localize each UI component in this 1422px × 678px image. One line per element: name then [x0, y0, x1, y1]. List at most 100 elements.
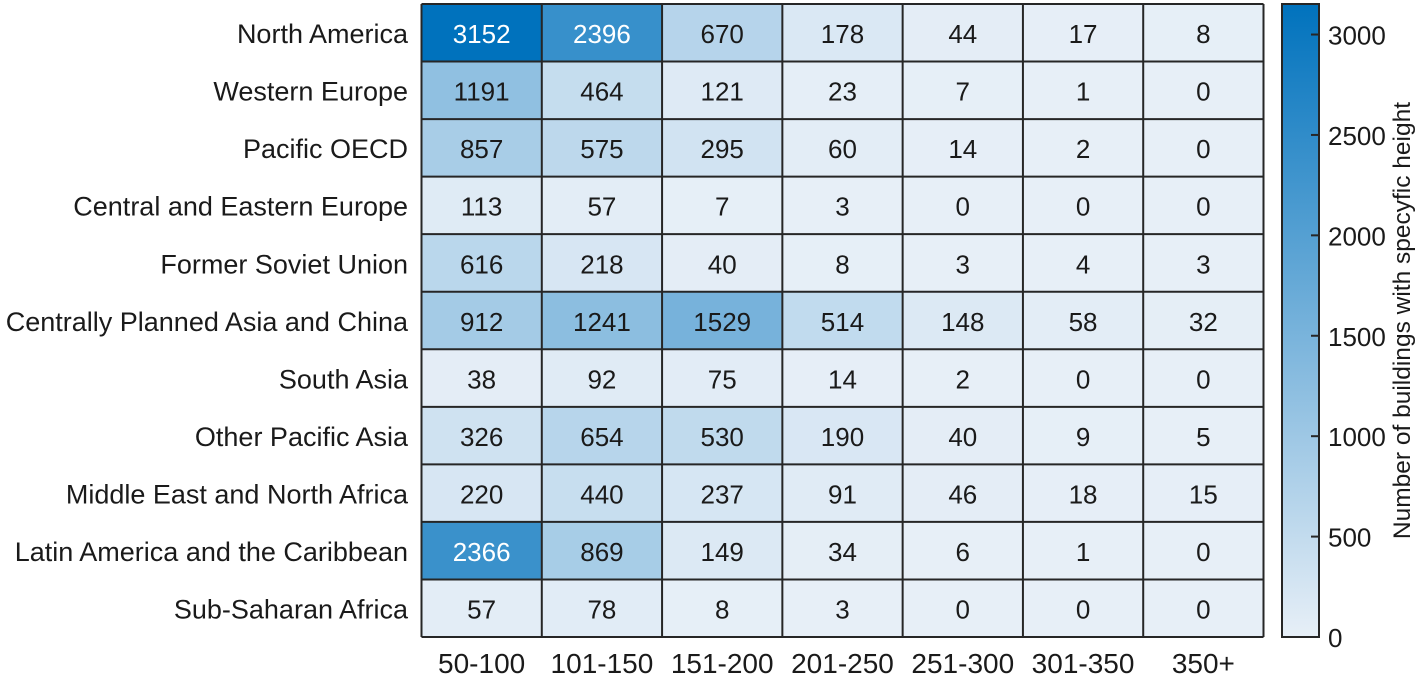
svg-text:9: 9 — [1076, 422, 1090, 452]
svg-text:Western Europe: Western Europe — [213, 77, 408, 107]
svg-text:500: 500 — [1328, 523, 1371, 553]
svg-text:301-350: 301-350 — [1032, 648, 1135, 678]
svg-text:1: 1 — [1076, 77, 1090, 107]
svg-text:32: 32 — [1189, 307, 1218, 337]
svg-text:57: 57 — [587, 192, 616, 222]
svg-text:654: 654 — [580, 422, 623, 452]
svg-text:151-200: 151-200 — [671, 648, 774, 678]
svg-text:2500: 2500 — [1328, 121, 1386, 151]
svg-text:4: 4 — [1076, 249, 1090, 279]
svg-text:91: 91 — [828, 479, 857, 509]
svg-text:8: 8 — [715, 595, 729, 625]
svg-text:46: 46 — [948, 479, 977, 509]
svg-text:3: 3 — [1196, 249, 1210, 279]
svg-text:1000: 1000 — [1328, 422, 1386, 452]
svg-text:14: 14 — [948, 134, 977, 164]
svg-text:514: 514 — [821, 307, 864, 337]
svg-text:34: 34 — [828, 537, 857, 567]
svg-text:670: 670 — [701, 19, 744, 49]
svg-text:Pacific OECD: Pacific OECD — [243, 134, 408, 164]
svg-text:0: 0 — [1196, 537, 1210, 567]
svg-text:78: 78 — [587, 595, 616, 625]
svg-text:2: 2 — [1076, 134, 1090, 164]
svg-text:0: 0 — [1196, 595, 1210, 625]
svg-text:Other Pacific Asia: Other Pacific Asia — [195, 422, 409, 452]
svg-text:0: 0 — [1196, 134, 1210, 164]
svg-text:Former Soviet Union: Former Soviet Union — [160, 249, 408, 279]
svg-text:44: 44 — [948, 19, 977, 49]
svg-text:857: 857 — [460, 134, 503, 164]
svg-text:0: 0 — [1196, 77, 1210, 107]
svg-text:1500: 1500 — [1328, 322, 1386, 352]
svg-text:15: 15 — [1189, 479, 1218, 509]
svg-text:7: 7 — [715, 192, 729, 222]
svg-text:8: 8 — [1196, 19, 1210, 49]
svg-text:3: 3 — [956, 249, 970, 279]
svg-text:575: 575 — [580, 134, 623, 164]
svg-text:0: 0 — [956, 595, 970, 625]
svg-text:14: 14 — [828, 364, 857, 394]
svg-text:190: 190 — [821, 422, 864, 452]
svg-text:0: 0 — [956, 192, 970, 222]
svg-text:Centrally Planned Asia and Chi: Centrally Planned Asia and China — [6, 307, 409, 337]
svg-text:616: 616 — [460, 249, 503, 279]
svg-text:101-150: 101-150 — [551, 648, 654, 678]
svg-text:92: 92 — [587, 364, 616, 394]
svg-text:38: 38 — [467, 364, 496, 394]
svg-text:201-250: 201-250 — [791, 648, 894, 678]
svg-text:218: 218 — [580, 249, 623, 279]
svg-text:0: 0 — [1196, 364, 1210, 394]
svg-text:464: 464 — [580, 77, 623, 107]
svg-text:1529: 1529 — [693, 307, 751, 337]
svg-text:Sub-Saharan Africa: Sub-Saharan Africa — [174, 595, 409, 625]
svg-text:350+: 350+ — [1172, 648, 1235, 678]
svg-text:0: 0 — [1328, 623, 1342, 653]
svg-text:2396: 2396 — [573, 19, 631, 49]
svg-text:40: 40 — [708, 249, 737, 279]
svg-text:17: 17 — [1069, 19, 1098, 49]
svg-text:237: 237 — [701, 479, 744, 509]
svg-text:3000: 3000 — [1328, 21, 1386, 51]
svg-text:1191: 1191 — [454, 77, 510, 107]
svg-text:23: 23 — [828, 77, 857, 107]
svg-text:2: 2 — [956, 364, 970, 394]
svg-text:3152: 3152 — [453, 19, 511, 49]
svg-text:6: 6 — [956, 537, 970, 567]
svg-text:5: 5 — [1196, 422, 1210, 452]
svg-text:0: 0 — [1196, 192, 1210, 222]
svg-text:113: 113 — [461, 192, 502, 222]
svg-text:149: 149 — [701, 537, 744, 567]
svg-text:121: 121 — [701, 77, 744, 107]
svg-text:869: 869 — [580, 537, 623, 567]
svg-text:2366: 2366 — [453, 537, 511, 567]
svg-text:148: 148 — [941, 307, 984, 337]
svg-text:18: 18 — [1069, 479, 1098, 509]
svg-text:Central and Eastern Europe: Central and Eastern Europe — [73, 192, 408, 222]
svg-text:Middle East and North Africa: Middle East and North Africa — [66, 479, 409, 509]
svg-text:60: 60 — [828, 134, 857, 164]
svg-text:530: 530 — [701, 422, 744, 452]
svg-text:South Asia: South Asia — [279, 364, 409, 394]
svg-text:0: 0 — [1076, 364, 1090, 394]
svg-text:3: 3 — [835, 192, 849, 222]
svg-text:178: 178 — [821, 19, 864, 49]
svg-text:1: 1 — [1076, 537, 1090, 567]
svg-text:Number of buildings with specy: Number of buildings with specyfic height — [1389, 102, 1416, 539]
svg-text:220: 220 — [460, 479, 503, 509]
svg-text:Latin America and the Caribbea: Latin America and the Caribbean — [15, 537, 408, 567]
svg-text:1241: 1241 — [573, 307, 631, 337]
svg-text:0: 0 — [1076, 192, 1090, 222]
svg-text:912: 912 — [460, 307, 503, 337]
svg-text:3: 3 — [835, 595, 849, 625]
svg-text:440: 440 — [580, 479, 623, 509]
svg-text:57: 57 — [467, 595, 496, 625]
svg-text:326: 326 — [460, 422, 503, 452]
svg-text:8: 8 — [835, 249, 849, 279]
svg-text:58: 58 — [1069, 307, 1098, 337]
svg-text:7: 7 — [956, 77, 970, 107]
svg-text:75: 75 — [708, 364, 737, 394]
svg-text:North America: North America — [237, 19, 409, 49]
svg-text:40: 40 — [948, 422, 977, 452]
svg-text:50-100: 50-100 — [438, 648, 525, 678]
svg-text:0: 0 — [1076, 595, 1090, 625]
